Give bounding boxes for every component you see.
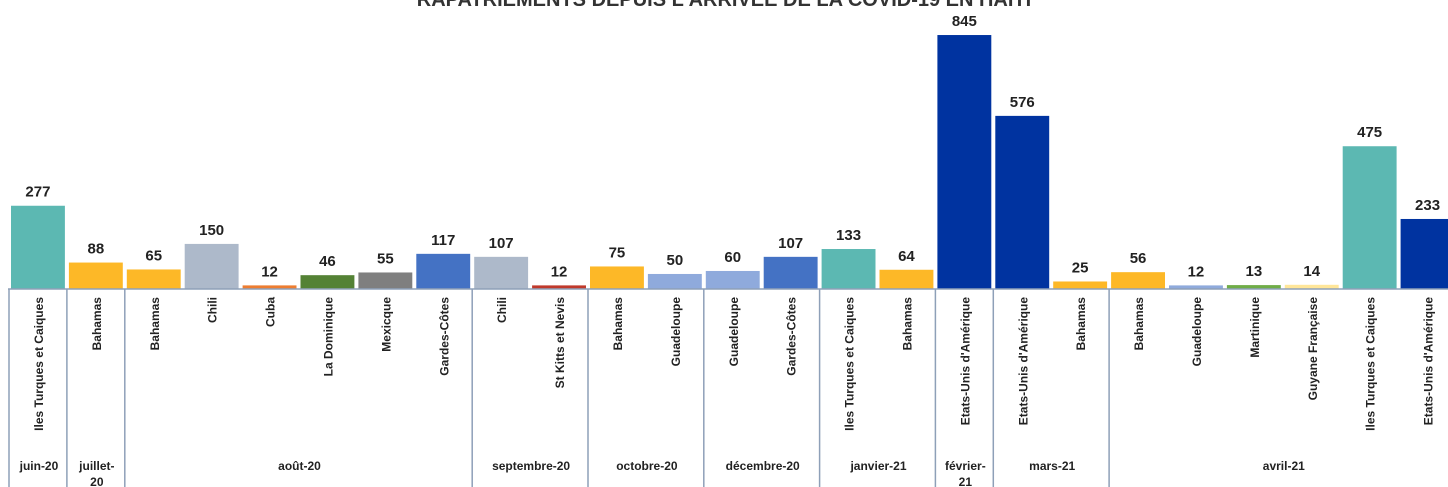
- value-label: 50: [667, 252, 684, 269]
- x-tick-label: St Kitts et Nevis: [553, 297, 567, 389]
- value-label: 88: [88, 241, 105, 258]
- value-label: 150: [199, 222, 224, 239]
- group-label: mars-21: [1029, 459, 1075, 473]
- value-label: 12: [551, 263, 568, 280]
- bar: [995, 115, 1050, 289]
- value-label: 12: [1188, 263, 1205, 280]
- x-tick-label: La Dominique: [321, 297, 335, 377]
- x-tick-label: Etats-Unis d'Amérique: [1016, 297, 1030, 426]
- value-label: 55: [377, 250, 394, 267]
- x-tick-label: Gardes-Côtes: [785, 297, 799, 376]
- x-tick-label: Martinique: [1248, 297, 1262, 358]
- bar: [300, 275, 355, 289]
- x-tick-label: Guadeloupe: [727, 297, 741, 367]
- bar: [763, 256, 818, 289]
- value-label: 13: [1246, 263, 1263, 280]
- bar: [1053, 281, 1108, 289]
- x-tick-label: Bahamas: [148, 297, 162, 351]
- x-tick-label: Iles Turques et Caiques: [843, 297, 857, 431]
- bar: [416, 253, 471, 289]
- x-tick-label: Gardes-Côtes: [437, 297, 451, 376]
- bar: [68, 262, 123, 289]
- group-label: août-20: [278, 459, 321, 473]
- bar: [590, 266, 644, 289]
- bar: [879, 269, 934, 289]
- value-label: 12: [261, 263, 278, 280]
- group-label-line: 20: [90, 475, 104, 487]
- value-label: 56: [1130, 250, 1147, 267]
- group-label-line: février-: [945, 459, 986, 473]
- bar: [11, 205, 65, 289]
- group-label-line: juillet-: [78, 459, 114, 473]
- bar: [1111, 272, 1165, 289]
- group-label: septembre-20: [492, 459, 570, 473]
- group-label: janvier-21: [849, 459, 906, 473]
- chart-title: RAPATRIEMENTS DEPUIS L'ARRIVEE DE LA COV…: [417, 0, 1031, 11]
- x-tick-label: Guadeloupe: [1190, 297, 1204, 367]
- x-tick-label: Etats-Unis d'Amérique: [958, 297, 972, 426]
- group-label: décembre-20: [726, 459, 800, 473]
- x-tick-label: Bahamas: [1132, 297, 1146, 351]
- value-label: 576: [1010, 94, 1035, 111]
- bar: [1342, 146, 1397, 289]
- x-tick-label: Bahamas: [1074, 297, 1088, 351]
- value-label: 117: [431, 232, 455, 249]
- x-tick-label: Chili: [206, 297, 220, 323]
- bar: [474, 256, 529, 289]
- value-label: 107: [778, 235, 803, 252]
- value-label: 14: [1303, 263, 1320, 280]
- bar: [1169, 285, 1223, 289]
- value-label: 475: [1357, 124, 1382, 141]
- value-label: 845: [952, 13, 977, 30]
- group-label: février- 21: [945, 459, 986, 487]
- bar: [821, 249, 876, 289]
- x-tick-label: Bahamas: [611, 297, 625, 351]
- bar: [1400, 218, 1448, 289]
- value-label: 277: [25, 184, 50, 201]
- bar: [184, 243, 239, 289]
- x-tick-label: Mexicque: [379, 297, 393, 352]
- bar: [1226, 285, 1281, 289]
- x-tick-label: Bahamas: [90, 297, 104, 351]
- value-label: 107: [489, 235, 514, 252]
- x-tick-label: Iles Turques et Caiques: [32, 297, 46, 431]
- x-tick-label: Guyane Française: [1306, 297, 1320, 401]
- bar: [647, 273, 702, 289]
- value-label: 65: [145, 247, 162, 264]
- group-label: juin-20: [19, 459, 59, 473]
- x-tick-label: Bahamas: [900, 297, 914, 351]
- value-label: 25: [1072, 259, 1089, 276]
- value-label: 46: [319, 253, 336, 270]
- group-label: juillet- 20: [78, 459, 114, 487]
- group-label: avril-21: [1263, 459, 1305, 473]
- bar: [937, 35, 992, 290]
- x-tick-label: Chili: [495, 297, 509, 323]
- value-label: 133: [836, 227, 861, 244]
- x-tick-label: Etats-Unis d'Amérique: [1422, 297, 1436, 426]
- value-label: 233: [1415, 197, 1440, 214]
- value-label: 64: [898, 248, 915, 265]
- bar: [242, 285, 297, 289]
- group-label: octobre-20: [616, 459, 678, 473]
- value-label: 60: [724, 249, 741, 266]
- bar: [1284, 284, 1339, 289]
- x-tick-label: Guadeloupe: [669, 297, 683, 367]
- value-label: 75: [609, 244, 626, 261]
- x-tick-label: Iles Turques et Caiques: [1364, 297, 1378, 431]
- bar: [705, 270, 760, 289]
- bar: [126, 269, 181, 289]
- x-tick-label: Cuba: [264, 297, 278, 327]
- group-label-line: 21: [959, 475, 973, 487]
- bar: [358, 272, 413, 289]
- bar: [532, 285, 586, 289]
